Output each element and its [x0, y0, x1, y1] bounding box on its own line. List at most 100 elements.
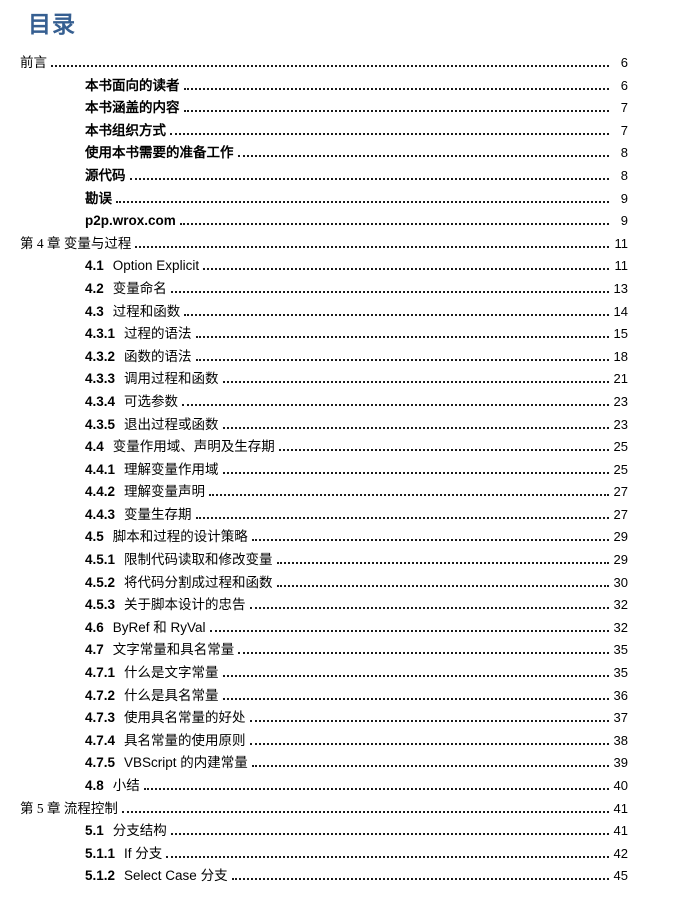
toc-entry-page: 38 [613, 732, 628, 748]
toc-entry-page: 39 [613, 755, 628, 771]
toc-entry-page: 29 [613, 529, 628, 545]
toc-entry-title: 勘误 [85, 190, 112, 206]
dot-leader [51, 65, 609, 67]
dot-leader [209, 494, 609, 497]
toc-entry[interactable]: 4.3.4 可选参数 23 [20, 391, 628, 414]
toc-entry-page: 9 [620, 213, 628, 229]
toc-entry[interactable]: 本书面向的读者 6 [20, 75, 628, 98]
toc-entry-number: 4.5.1 [85, 552, 116, 568]
toc-entry[interactable]: 使用本书需要的准备工作 8 [20, 142, 628, 165]
dot-leader [170, 132, 609, 135]
toc-entry[interactable]: 4.7.3 使用具名常量的好处 37 [20, 707, 628, 730]
toc-entry-number: 4.7.4 [85, 732, 116, 748]
toc-entry-page: 18 [613, 348, 628, 364]
toc-entry[interactable]: 本书涵盖的内容 7 [20, 97, 628, 120]
toc-entry-page: 8 [620, 167, 628, 183]
toc-entry-title: 前言 [20, 55, 47, 70]
toc-entry[interactable]: 4.3 过程和函数 14 [20, 301, 628, 324]
toc-entry-page: 11 [614, 235, 629, 251]
toc-entry-number: 4.4.2 [85, 484, 116, 500]
toc-entry-title: 本书面向的读者 [85, 77, 180, 93]
toc-entry-title: 过程的语法 [124, 326, 192, 342]
toc-entry[interactable]: 4.2 变量命名 13 [20, 278, 628, 301]
toc-entry[interactable]: 第 4 章 变量与过程 11 [20, 233, 628, 256]
toc-entry-title: If 分支 [124, 845, 163, 861]
toc-entry[interactable]: 4.5.3 关于脚本设计的忠告 32 [20, 594, 628, 617]
toc-entry-title: 具名常量的使用原则 [124, 732, 246, 748]
dot-leader [116, 200, 609, 203]
toc-entry[interactable]: 5.1.2 Select Case 分支 45 [20, 865, 628, 888]
toc-entry-title: 本书涵盖的内容 [85, 100, 180, 116]
toc-entry-title: 理解变量声明 [124, 484, 206, 500]
toc-entry-number: 4.7.2 [85, 687, 116, 703]
dot-leader [249, 742, 609, 745]
toc-entry[interactable]: 勘误 9 [20, 188, 628, 211]
dot-leader [276, 562, 609, 565]
toc-entry-page: 21 [613, 371, 628, 387]
toc-entry-page: 35 [613, 642, 628, 658]
toc-entry-number: 4.3.4 [85, 393, 116, 409]
dot-leader [182, 403, 609, 406]
toc-entry-page: 6 [620, 55, 628, 70]
toc-entry[interactable]: 4.4.2 理解变量声明 27 [20, 481, 628, 504]
toc-entry[interactable]: 4.7.1 什么是文字常量 35 [20, 662, 628, 685]
toc-entry-title: 变量生存期 [124, 506, 192, 522]
dot-leader [121, 810, 609, 813]
toc-entry-page: 40 [613, 778, 628, 793]
toc-entry-page: 36 [613, 687, 628, 703]
dot-leader [195, 358, 609, 361]
toc-entry-title: 调用过程和函数 [124, 371, 219, 387]
toc-entry[interactable]: 4.7.5 VBScript 的内建常量 39 [20, 752, 628, 775]
toc-entry[interactable]: 4.6 ByRef 和 RyVal 32 [20, 617, 628, 640]
toc-entry[interactable]: 4.3.3 调用过程和函数 21 [20, 368, 628, 391]
toc-entry[interactable]: 4.3.2 函数的语法 18 [20, 346, 628, 369]
dot-leader [195, 336, 609, 339]
toc-entry[interactable]: 4.5 脚本和过程的设计策略 29 [20, 526, 628, 549]
toc-entry-number: 4.6 [85, 619, 104, 635]
toc-entry-page: 30 [613, 574, 628, 590]
toc-entry-page: 9 [620, 190, 628, 206]
toc-entry[interactable]: 4.3.1 过程的语法 15 [20, 323, 628, 346]
toc-entry-page: 23 [613, 416, 628, 432]
toc-entry[interactable]: 前言 6 [20, 52, 628, 75]
toc-entry[interactable]: 4.3.5 退出过程或函数 23 [20, 414, 628, 437]
toc-entry[interactable]: 4.5.1 限制代码读取和修改变量 29 [20, 549, 628, 572]
toc-entry[interactable]: 4.1 Option Explicit 11 [20, 255, 628, 278]
toc-entry-page: 41 [613, 800, 628, 816]
dot-leader [129, 177, 609, 180]
dot-leader [170, 290, 609, 293]
toc-entry[interactable]: 4.7.2 什么是具名常量 36 [20, 685, 628, 708]
toc-entry[interactable]: 4.5.2 将代码分割成过程和函数 30 [20, 572, 628, 595]
toc-entry-number: 5.1.2 [85, 868, 116, 884]
toc-entry-page: 29 [613, 552, 628, 568]
toc-entry-title: 使用本书需要的准备工作 [85, 145, 234, 161]
toc-entry-number: 4.7.5 [85, 755, 116, 771]
toc-entry[interactable]: 本书组织方式 7 [20, 120, 628, 143]
toc-entry[interactable]: 4.7.4 具名常量的使用原则 38 [20, 730, 628, 753]
toc-entry-title: 关于脚本设计的忠告 [124, 597, 246, 613]
toc-entry[interactable]: 4.4.3 变量生存期 27 [20, 504, 628, 527]
toc-entry-page: 32 [613, 619, 628, 635]
toc-entry-page: 23 [613, 393, 628, 409]
dot-leader [238, 652, 609, 655]
dot-leader [209, 629, 609, 632]
toc-entry[interactable]: 5.1.1 If 分支 42 [20, 843, 628, 866]
toc-entry-title: 源代码 [85, 167, 126, 183]
toc-entry[interactable]: 4.4 变量作用域、声明及生存期 25 [20, 436, 628, 459]
toc-entry-page: 35 [613, 665, 628, 681]
toc-entry-title: 函数的语法 [124, 348, 192, 364]
toc-entry[interactable]: p2p.wrox.com 9 [20, 210, 628, 233]
toc-entry[interactable]: 4.4.1 理解变量作用域 25 [20, 459, 628, 482]
toc-entry[interactable]: 5.1 分支结构 41 [20, 820, 628, 843]
toc-entry-title: Select Case 分支 [124, 868, 228, 884]
dot-leader [170, 833, 609, 836]
toc-entry[interactable]: 第 5 章 流程控制 41 [20, 798, 628, 821]
toc-entry[interactable]: 4.7 文字常量和具名常量 35 [20, 639, 628, 662]
toc-list: 前言 6 本书面向的读者 6 本书涵盖的内容 7 本书组织方式 7 使用本书需要… [20, 52, 628, 888]
toc-entry[interactable]: 4.8 小结 40 [20, 775, 628, 798]
toc-entry-title: 小结 [112, 778, 140, 793]
dot-leader [222, 381, 609, 384]
toc-entry[interactable]: 源代码 8 [20, 165, 628, 188]
toc-entry-number: 4.2 [85, 280, 104, 296]
